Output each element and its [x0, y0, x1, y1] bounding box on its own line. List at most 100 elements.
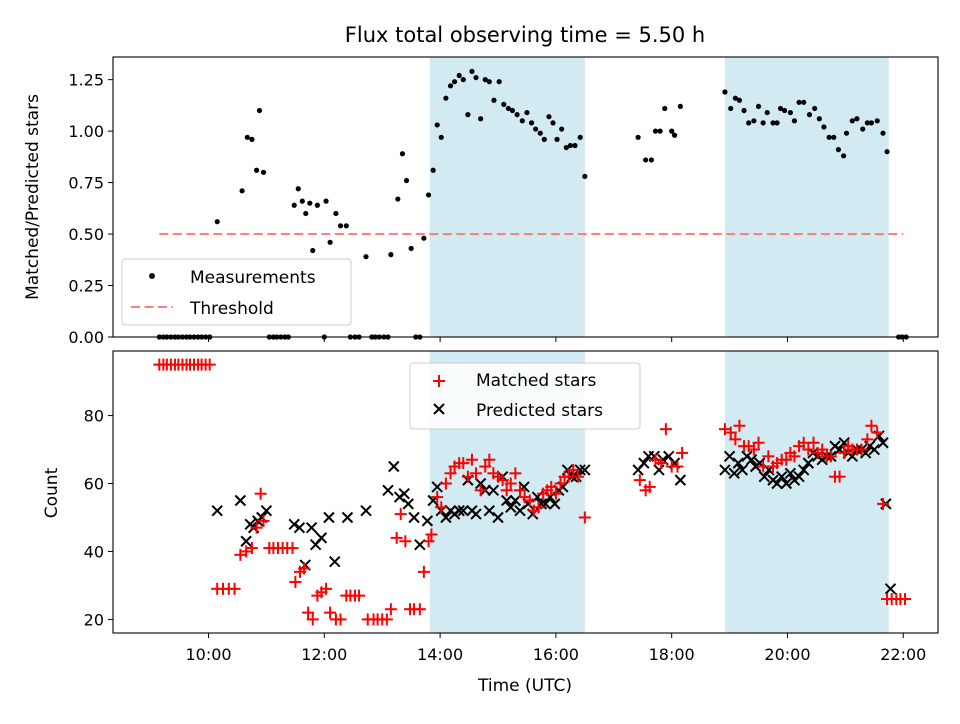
measurement-point — [657, 128, 663, 134]
measurement-point — [791, 118, 798, 124]
measurement-point — [550, 120, 556, 126]
measurement-point — [760, 120, 766, 126]
x-tick-label: 14:00 — [417, 645, 463, 664]
measurement-point — [256, 107, 263, 114]
predicted-point — [797, 464, 810, 476]
matched-point — [435, 501, 448, 514]
measurement-point — [482, 77, 488, 83]
measurement-point — [421, 235, 427, 241]
predicted-point — [329, 555, 341, 568]
predicted-point — [775, 471, 788, 483]
matched-point — [394, 508, 407, 521]
measurement-point — [505, 105, 512, 112]
predicted-point — [408, 511, 420, 524]
measurement-point — [496, 79, 502, 85]
predicted-point — [579, 464, 591, 476]
predicted-point — [457, 504, 469, 517]
predicted-point — [470, 508, 482, 520]
chart-title: Flux total observing time = 5.50 h — [345, 23, 705, 47]
measurement-point — [333, 210, 339, 217]
measurement-point — [755, 103, 762, 110]
predicted-point — [793, 471, 805, 483]
measurement-point — [388, 252, 394, 258]
predicted-point — [305, 521, 318, 534]
predicted-point — [728, 467, 740, 480]
matched-point — [228, 582, 241, 595]
matched-point — [802, 443, 815, 456]
predicted-point — [868, 443, 881, 456]
measurement-point — [399, 151, 406, 157]
measurement-point — [577, 134, 583, 140]
measurement-point — [736, 97, 743, 103]
matched-point — [816, 443, 829, 456]
matched-point — [254, 487, 267, 500]
matched-point — [567, 463, 580, 476]
measurement-point — [777, 105, 784, 112]
x-tick-label: 10:00 — [185, 645, 231, 664]
measurement-point — [732, 95, 738, 101]
measurement-point — [337, 223, 344, 229]
top-legend: Measurements Threshold — [121, 258, 352, 326]
measurement-point — [451, 79, 458, 85]
predicted-point — [440, 511, 452, 524]
measurement-point — [438, 134, 444, 140]
matched-point — [523, 494, 536, 507]
matched-point — [353, 589, 366, 602]
measurement-point — [635, 134, 641, 140]
predicted-point — [315, 532, 328, 544]
predicted-point — [453, 504, 465, 517]
measurement-point — [567, 142, 573, 149]
measurement-point — [746, 120, 752, 126]
measurement-point — [812, 105, 818, 112]
predicted-point — [260, 504, 273, 517]
legend-threshold-label: Threshold — [189, 299, 274, 319]
matched-point — [514, 484, 526, 497]
measurement-point — [849, 118, 855, 124]
matched-point — [286, 542, 299, 555]
y-tick-label: 80 — [84, 407, 104, 426]
matched-point — [655, 457, 668, 470]
measurement-point — [559, 126, 565, 132]
predicted-point — [341, 511, 354, 524]
measurement-point — [741, 107, 747, 114]
matched-point — [807, 436, 820, 449]
legend-predicted-marker — [433, 403, 445, 415]
x-tick-label: 18:00 — [649, 645, 695, 664]
measurement-point — [327, 239, 333, 245]
matched-point — [554, 477, 567, 490]
predicted-point — [758, 471, 771, 483]
matched-point — [289, 576, 302, 589]
predicted-point — [492, 511, 504, 524]
matched-point — [257, 514, 270, 527]
shaded-region — [724, 351, 889, 633]
predicted-point — [487, 484, 500, 497]
measurement-point — [671, 132, 678, 138]
measurement-point — [572, 142, 578, 149]
matched-point — [571, 470, 584, 483]
matched-point — [461, 470, 474, 483]
x-axis-label: Time (UTC) — [477, 676, 572, 696]
measurement-point — [816, 116, 822, 122]
predicted-point — [771, 477, 783, 490]
predicted-point — [483, 504, 496, 517]
predicted-point — [240, 535, 252, 547]
measurement-point — [363, 254, 369, 260]
measurement-point — [299, 198, 305, 204]
predicted-point — [402, 498, 414, 510]
y-tick-label: 40 — [84, 542, 104, 561]
measurement-point — [826, 134, 832, 140]
measurement-point — [831, 134, 837, 140]
matched-point — [470, 467, 482, 480]
top-ylabel: Matched/Predicted stars — [23, 94, 43, 300]
measurement-point — [835, 147, 842, 153]
measurement-point — [307, 200, 313, 206]
measurement-point — [821, 124, 827, 130]
matched-point — [431, 491, 444, 504]
measurement-point — [465, 112, 471, 118]
matched-point — [871, 426, 884, 439]
predicted-point — [732, 457, 744, 469]
measurement-point — [643, 157, 649, 163]
predicted-point — [723, 450, 736, 463]
matched-point — [384, 603, 397, 616]
